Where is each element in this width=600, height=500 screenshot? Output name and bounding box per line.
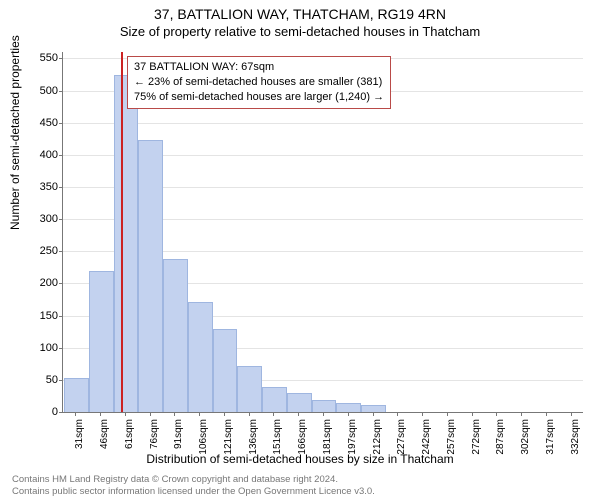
histogram-bar bbox=[312, 400, 337, 412]
y-tick: 50 bbox=[8, 374, 58, 386]
chart-plot-area: 37 BATTALION WAY: 67sqm← 23% of semi-det… bbox=[62, 52, 583, 413]
y-tick: 100 bbox=[8, 342, 58, 354]
y-tick: 250 bbox=[8, 245, 58, 257]
y-tick: 200 bbox=[8, 277, 58, 289]
histogram-bar bbox=[361, 405, 386, 412]
y-tick: 400 bbox=[8, 149, 58, 161]
y-tick: 550 bbox=[8, 52, 58, 64]
y-axis-label: Number of semi-detached properties bbox=[8, 35, 22, 230]
chart-title: 37, BATTALION WAY, THATCHAM, RG19 4RN bbox=[0, 0, 600, 22]
histogram-bar bbox=[64, 378, 89, 412]
histogram-bar bbox=[336, 403, 361, 412]
property-marker-line bbox=[121, 52, 123, 412]
histogram-bar bbox=[213, 329, 238, 412]
y-tick: 150 bbox=[8, 310, 58, 322]
info-box-line: ← 23% of semi-detached houses are smalle… bbox=[134, 75, 384, 90]
histogram-bar bbox=[262, 387, 287, 412]
histogram-bar bbox=[163, 259, 188, 412]
footer-attribution: Contains HM Land Registry data © Crown c… bbox=[12, 474, 375, 498]
y-tick: 500 bbox=[8, 85, 58, 97]
info-box-line: 75% of semi-detached houses are larger (… bbox=[134, 90, 384, 105]
histogram-bar bbox=[188, 302, 213, 412]
histogram-bar bbox=[138, 140, 163, 412]
histogram-bar bbox=[89, 271, 114, 412]
histogram-bar bbox=[287, 393, 312, 412]
info-box-line: 37 BATTALION WAY: 67sqm bbox=[134, 60, 384, 75]
chart-subtitle: Size of property relative to semi-detach… bbox=[0, 22, 600, 39]
y-tick: 0 bbox=[8, 406, 58, 418]
histogram-bar bbox=[114, 75, 139, 412]
y-tick: 350 bbox=[8, 181, 58, 193]
footer-line2: Contains public sector information licen… bbox=[12, 486, 375, 498]
y-tick: 450 bbox=[8, 117, 58, 129]
x-axis-label: Distribution of semi-detached houses by … bbox=[0, 452, 600, 466]
y-tick: 300 bbox=[8, 213, 58, 225]
footer-line1: Contains HM Land Registry data © Crown c… bbox=[12, 474, 375, 486]
histogram-bar bbox=[237, 366, 262, 412]
property-info-box: 37 BATTALION WAY: 67sqm← 23% of semi-det… bbox=[127, 56, 391, 109]
